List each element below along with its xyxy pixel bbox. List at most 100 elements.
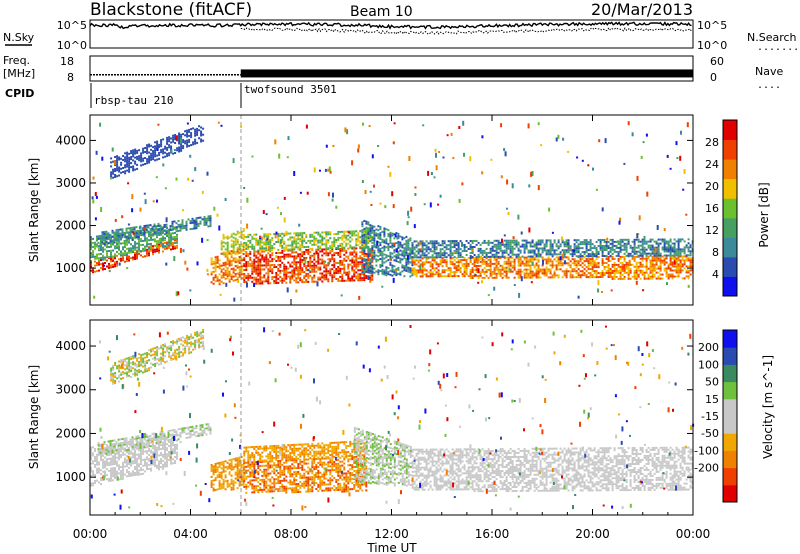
power-cell	[561, 264, 564, 267]
power-cell	[433, 267, 436, 270]
power-cell	[162, 243, 164, 246]
power-cell	[623, 269, 626, 272]
power-cell	[265, 241, 268, 244]
power-cell	[148, 143, 151, 146]
power-cell	[363, 235, 366, 238]
power-cell	[140, 156, 143, 159]
power-cell	[355, 242, 358, 245]
power-cell	[499, 245, 502, 248]
power-cell	[559, 243, 562, 246]
power-cell	[659, 261, 662, 264]
power-cell	[299, 257, 302, 260]
power-cell	[683, 255, 686, 258]
power-cell	[111, 235, 114, 238]
power-cell	[601, 276, 604, 278]
power-cell	[625, 254, 628, 257]
power-cell	[593, 266, 596, 269]
power-cell	[243, 279, 246, 282]
power-cell	[118, 248, 120, 251]
power-cell	[453, 256, 456, 259]
power-cell	[565, 243, 568, 246]
power-cell	[143, 225, 146, 227]
power-cell	[156, 158, 159, 161]
power-cell	[543, 245, 546, 248]
power-cell	[589, 249, 592, 252]
power-cell	[689, 244, 692, 247]
power-cell	[240, 273, 243, 276]
power-cell	[242, 277, 245, 279]
power-cell	[423, 254, 426, 257]
power-cell	[195, 221, 198, 224]
power-cell	[625, 250, 628, 253]
power-cell	[523, 251, 526, 254]
power-cell	[549, 260, 552, 263]
power-cell	[525, 258, 528, 261]
power-cell	[175, 291, 178, 297]
power-cell	[677, 244, 680, 247]
power-cell	[343, 265, 346, 268]
power-cell	[459, 271, 462, 274]
power-cell	[301, 242, 304, 245]
power-cell	[124, 156, 127, 159]
power-cell	[162, 235, 164, 238]
power-cell	[523, 276, 526, 279]
power-cell	[491, 262, 494, 265]
power-cell	[419, 256, 422, 259]
power-cell	[333, 270, 336, 273]
power-cell	[159, 230, 162, 233]
power-cell	[669, 254, 672, 257]
power-cell	[156, 236, 158, 239]
power-cell	[134, 156, 137, 159]
power-cell	[392, 277, 395, 283]
power-cell	[513, 243, 516, 246]
power-cell	[365, 264, 368, 267]
power-cell	[545, 239, 548, 242]
power-cell	[120, 259, 122, 262]
power-cell	[585, 245, 588, 248]
power-cell	[467, 248, 470, 250]
power-cell	[415, 273, 418, 276]
power-cell	[97, 237, 100, 240]
power-cell	[423, 261, 426, 264]
power-cell	[463, 271, 466, 274]
power-cell	[377, 249, 380, 252]
velocity-cell	[96, 457, 98, 460]
power-cell	[521, 243, 524, 246]
power-cell	[373, 235, 376, 238]
power-cell	[122, 171, 125, 173]
power-cell	[601, 247, 604, 249]
power-cell	[287, 267, 290, 270]
power-cell	[363, 277, 366, 280]
power-cell	[190, 128, 193, 131]
power-cell	[293, 238, 296, 241]
power-cell	[547, 276, 550, 279]
power-cell	[347, 263, 350, 266]
power-cell	[442, 156, 445, 159]
power-cell	[667, 244, 670, 247]
power-cell	[687, 242, 690, 245]
power-cell	[168, 244, 170, 247]
velocity-cell	[118, 468, 120, 471]
power-cell	[539, 255, 542, 258]
power-cell	[160, 241, 162, 244]
power-cell	[511, 239, 514, 242]
power-cell	[249, 250, 252, 253]
power-cell	[301, 232, 304, 235]
power-cell	[176, 237, 178, 240]
power-cell	[181, 227, 184, 230]
power-cell	[567, 262, 570, 265]
power-cell	[337, 278, 340, 280]
power-cell	[133, 228, 136, 231]
power-cell	[94, 245, 96, 248]
power-cell	[665, 267, 668, 270]
velocity-cell	[106, 462, 108, 465]
power-cell	[265, 239, 268, 242]
power-cell	[190, 134, 193, 137]
power-cell	[280, 212, 282, 216]
power-cell	[182, 139, 185, 142]
power-cell	[585, 251, 588, 254]
power-cell	[423, 267, 426, 270]
power-colorbar-tick: 28	[705, 136, 719, 149]
power-cell	[563, 255, 566, 258]
